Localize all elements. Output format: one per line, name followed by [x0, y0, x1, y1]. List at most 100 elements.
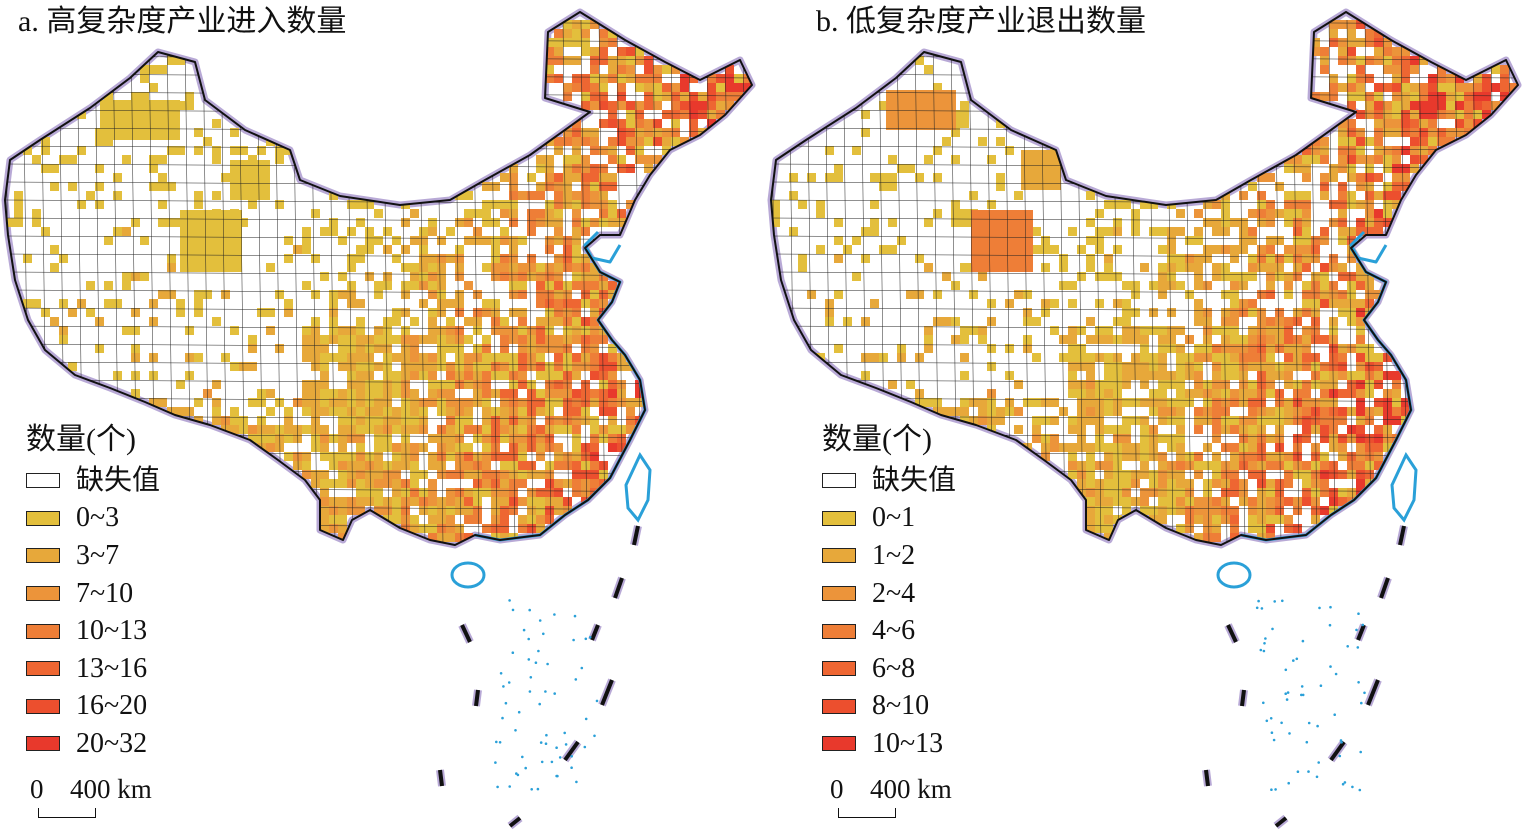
county-cell: [500, 479, 509, 488]
county-cell: [554, 497, 563, 506]
county-cell: [1203, 335, 1212, 344]
county-cell: [320, 443, 329, 452]
islet: [1359, 750, 1362, 754]
county-cell: [284, 434, 293, 443]
county-cell: [518, 407, 527, 416]
islet: [1338, 754, 1342, 758]
county-cell: [626, 101, 635, 110]
county-cell: [1086, 488, 1095, 497]
county-cell: [509, 173, 518, 182]
county-cell: [527, 254, 536, 263]
county-cell: [1302, 173, 1311, 182]
county-cell: [311, 290, 320, 299]
county-cell: [1266, 326, 1275, 335]
county-cell: [212, 146, 221, 155]
county-cell: [536, 362, 545, 371]
county-cell: [572, 173, 581, 182]
county-cell: [1365, 362, 1374, 371]
county-cell: [1086, 317, 1095, 326]
county-cell: [1446, 83, 1455, 92]
county-cell: [500, 326, 509, 335]
county-cell: [1428, 137, 1437, 146]
county-cell: [1095, 506, 1104, 515]
legend-item-class: 10~13: [26, 612, 160, 650]
county-cell: [392, 308, 401, 317]
county-cell: [311, 209, 320, 218]
county-cell: [347, 452, 356, 461]
county-cell: [1455, 110, 1464, 119]
county-cell: [131, 344, 140, 353]
county-cell: [1266, 506, 1275, 515]
county-cell: [599, 281, 608, 290]
county-cell: [554, 335, 563, 344]
county-cell: [1248, 515, 1257, 524]
county-cell: [347, 362, 356, 371]
county-cell: [554, 38, 563, 47]
county-cell: [365, 461, 374, 470]
county-cell: [1239, 245, 1248, 254]
county-cell: [428, 434, 437, 443]
county-cell: [491, 479, 500, 488]
county-cell: [1194, 308, 1203, 317]
county-cell: [1482, 92, 1491, 101]
county-cell: [572, 29, 581, 38]
region-block: [1021, 150, 1061, 190]
county-cell: [1104, 497, 1113, 506]
county-cell: [1212, 227, 1221, 236]
nine-dash-segment: [632, 525, 640, 546]
county-cell: [329, 308, 338, 317]
county-cell: [1383, 182, 1392, 191]
county-cell: [1311, 506, 1320, 515]
county-cell: [518, 272, 527, 281]
county-cell: [491, 263, 500, 272]
county-cell: [410, 272, 419, 281]
county-cell: [1239, 281, 1248, 290]
county-cell: [545, 515, 554, 524]
county-cell: [545, 479, 554, 488]
county-cell: [491, 254, 500, 263]
scale-zero-label: 0: [30, 774, 44, 804]
islet: [501, 716, 504, 720]
county-cell: [50, 245, 59, 254]
county-cell: [95, 164, 104, 173]
county-cell: [374, 236, 383, 245]
county-cell: [590, 353, 599, 362]
county-cell: [1374, 461, 1383, 470]
county-cell: [1284, 245, 1293, 254]
islet: [1262, 649, 1266, 653]
county-cell: [617, 155, 626, 164]
county-cell: [545, 434, 554, 443]
county-cell: [1140, 488, 1149, 497]
county-cell: [1176, 416, 1185, 425]
county-cell: [1320, 335, 1329, 344]
county-cell: [707, 92, 716, 101]
county-cell: [428, 479, 437, 488]
county-cell: [1167, 506, 1176, 515]
county-cell: [671, 101, 680, 110]
county-cell: [1302, 470, 1311, 479]
county-cell: [707, 83, 716, 92]
county-cell: [401, 218, 410, 227]
county-cell: [437, 452, 446, 461]
county-cell: [1176, 488, 1185, 497]
county-cell: [581, 335, 590, 344]
county-cell: [1374, 146, 1383, 155]
county-cell: [1338, 488, 1347, 497]
county-cell: [536, 335, 545, 344]
county-cell: [1329, 380, 1338, 389]
county-cell: [1365, 470, 1374, 479]
county-cell: [1374, 452, 1383, 461]
islet: [521, 755, 524, 759]
county-cell: [1104, 533, 1113, 542]
county-cell: [1185, 236, 1194, 245]
county-cell: [500, 200, 509, 209]
county-cell: [1149, 227, 1158, 236]
islet: [538, 702, 541, 706]
county-cell: [1482, 110, 1491, 119]
county-cell: [653, 119, 662, 128]
county-cell: [419, 443, 428, 452]
legend-label: 16~20: [76, 690, 148, 722]
county-cell: [572, 335, 581, 344]
county-cell: [1392, 416, 1401, 425]
county-cell: [590, 200, 599, 209]
